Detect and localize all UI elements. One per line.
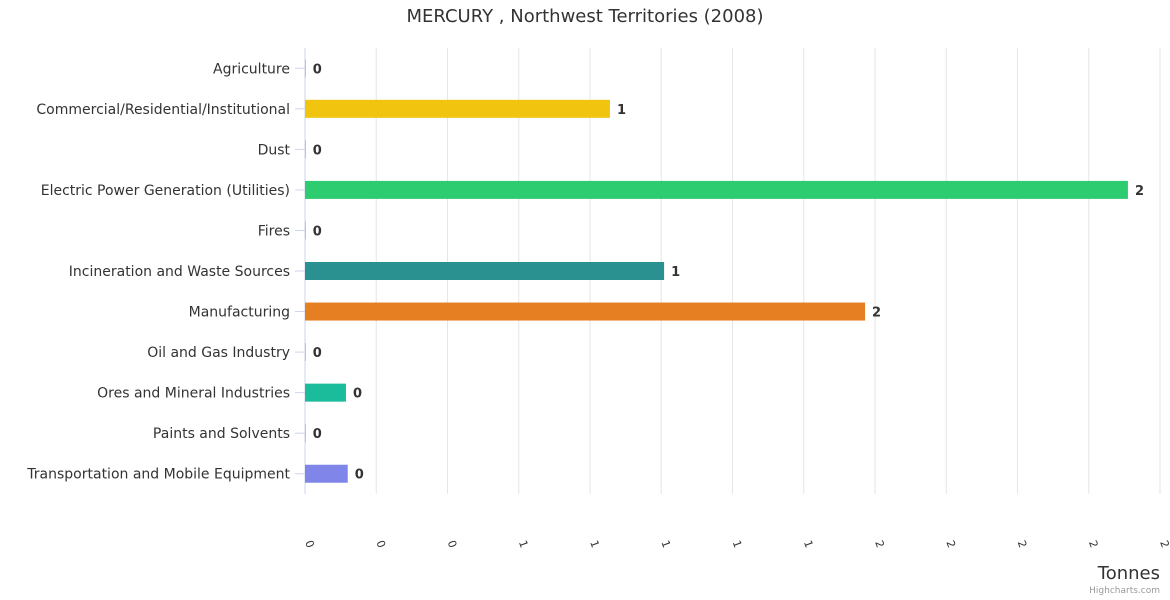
x-tick-label: 2: [1157, 539, 1170, 550]
bar: [305, 302, 866, 321]
data-label: 0: [313, 224, 322, 239]
bar: [305, 59, 306, 78]
x-tick-label: 0: [445, 539, 460, 550]
bar: [305, 383, 346, 402]
x-tick-label: 2: [872, 539, 887, 550]
credits-link[interactable]: Highcharts.com: [1089, 586, 1160, 596]
x-tick-label: 2: [1015, 539, 1030, 550]
data-label: 2: [872, 306, 881, 321]
data-label: 1: [671, 265, 680, 280]
category-label: Dust: [258, 142, 291, 158]
x-tick-label: 0: [302, 539, 317, 550]
value-axis-title: Tonnes: [1097, 563, 1160, 584]
data-label: 1: [617, 103, 626, 118]
category-label: Electric Power Generation (Utilities): [41, 183, 290, 199]
data-label: 0: [313, 62, 322, 77]
category-label: Incineration and Waste Sources: [69, 264, 290, 280]
category-label: Paints and Solvents: [153, 426, 290, 442]
data-label: 0: [353, 387, 362, 402]
bar: [305, 140, 306, 159]
x-tick-label: 1: [587, 539, 602, 550]
data-label: 0: [355, 468, 364, 483]
bar: [305, 262, 665, 280]
category-label: Oil and Gas Industry: [147, 345, 290, 361]
category-label: Ores and Mineral Industries: [97, 386, 290, 402]
category-label: Agriculture: [213, 61, 290, 77]
x-tick-label: 2: [1086, 539, 1101, 550]
x-tick-label: 1: [730, 539, 745, 550]
x-tick-label: 2: [943, 539, 958, 550]
x-tick-label: 1: [516, 539, 531, 550]
x-tick-label: 0: [373, 539, 388, 550]
category-label: Transportation and Mobile Equipment: [26, 467, 290, 483]
x-tick-label: 1: [801, 539, 816, 550]
bar: [305, 424, 306, 443]
data-label: 2: [1135, 184, 1144, 199]
category-label: Fires: [258, 223, 290, 239]
bar: [305, 99, 610, 118]
data-label: 0: [313, 346, 322, 361]
x-tick-label: 1: [658, 539, 673, 550]
bar: [305, 343, 306, 362]
bar: [305, 180, 1128, 199]
data-label: 0: [313, 427, 322, 442]
category-label: Manufacturing: [189, 305, 290, 321]
bar: [305, 221, 306, 240]
data-label: 0: [313, 143, 322, 158]
category-label: Commercial/Residential/Institutional: [36, 102, 290, 118]
chart-title: MERCURY , Northwest Territories (2008): [406, 6, 764, 27]
bar: [305, 464, 348, 483]
